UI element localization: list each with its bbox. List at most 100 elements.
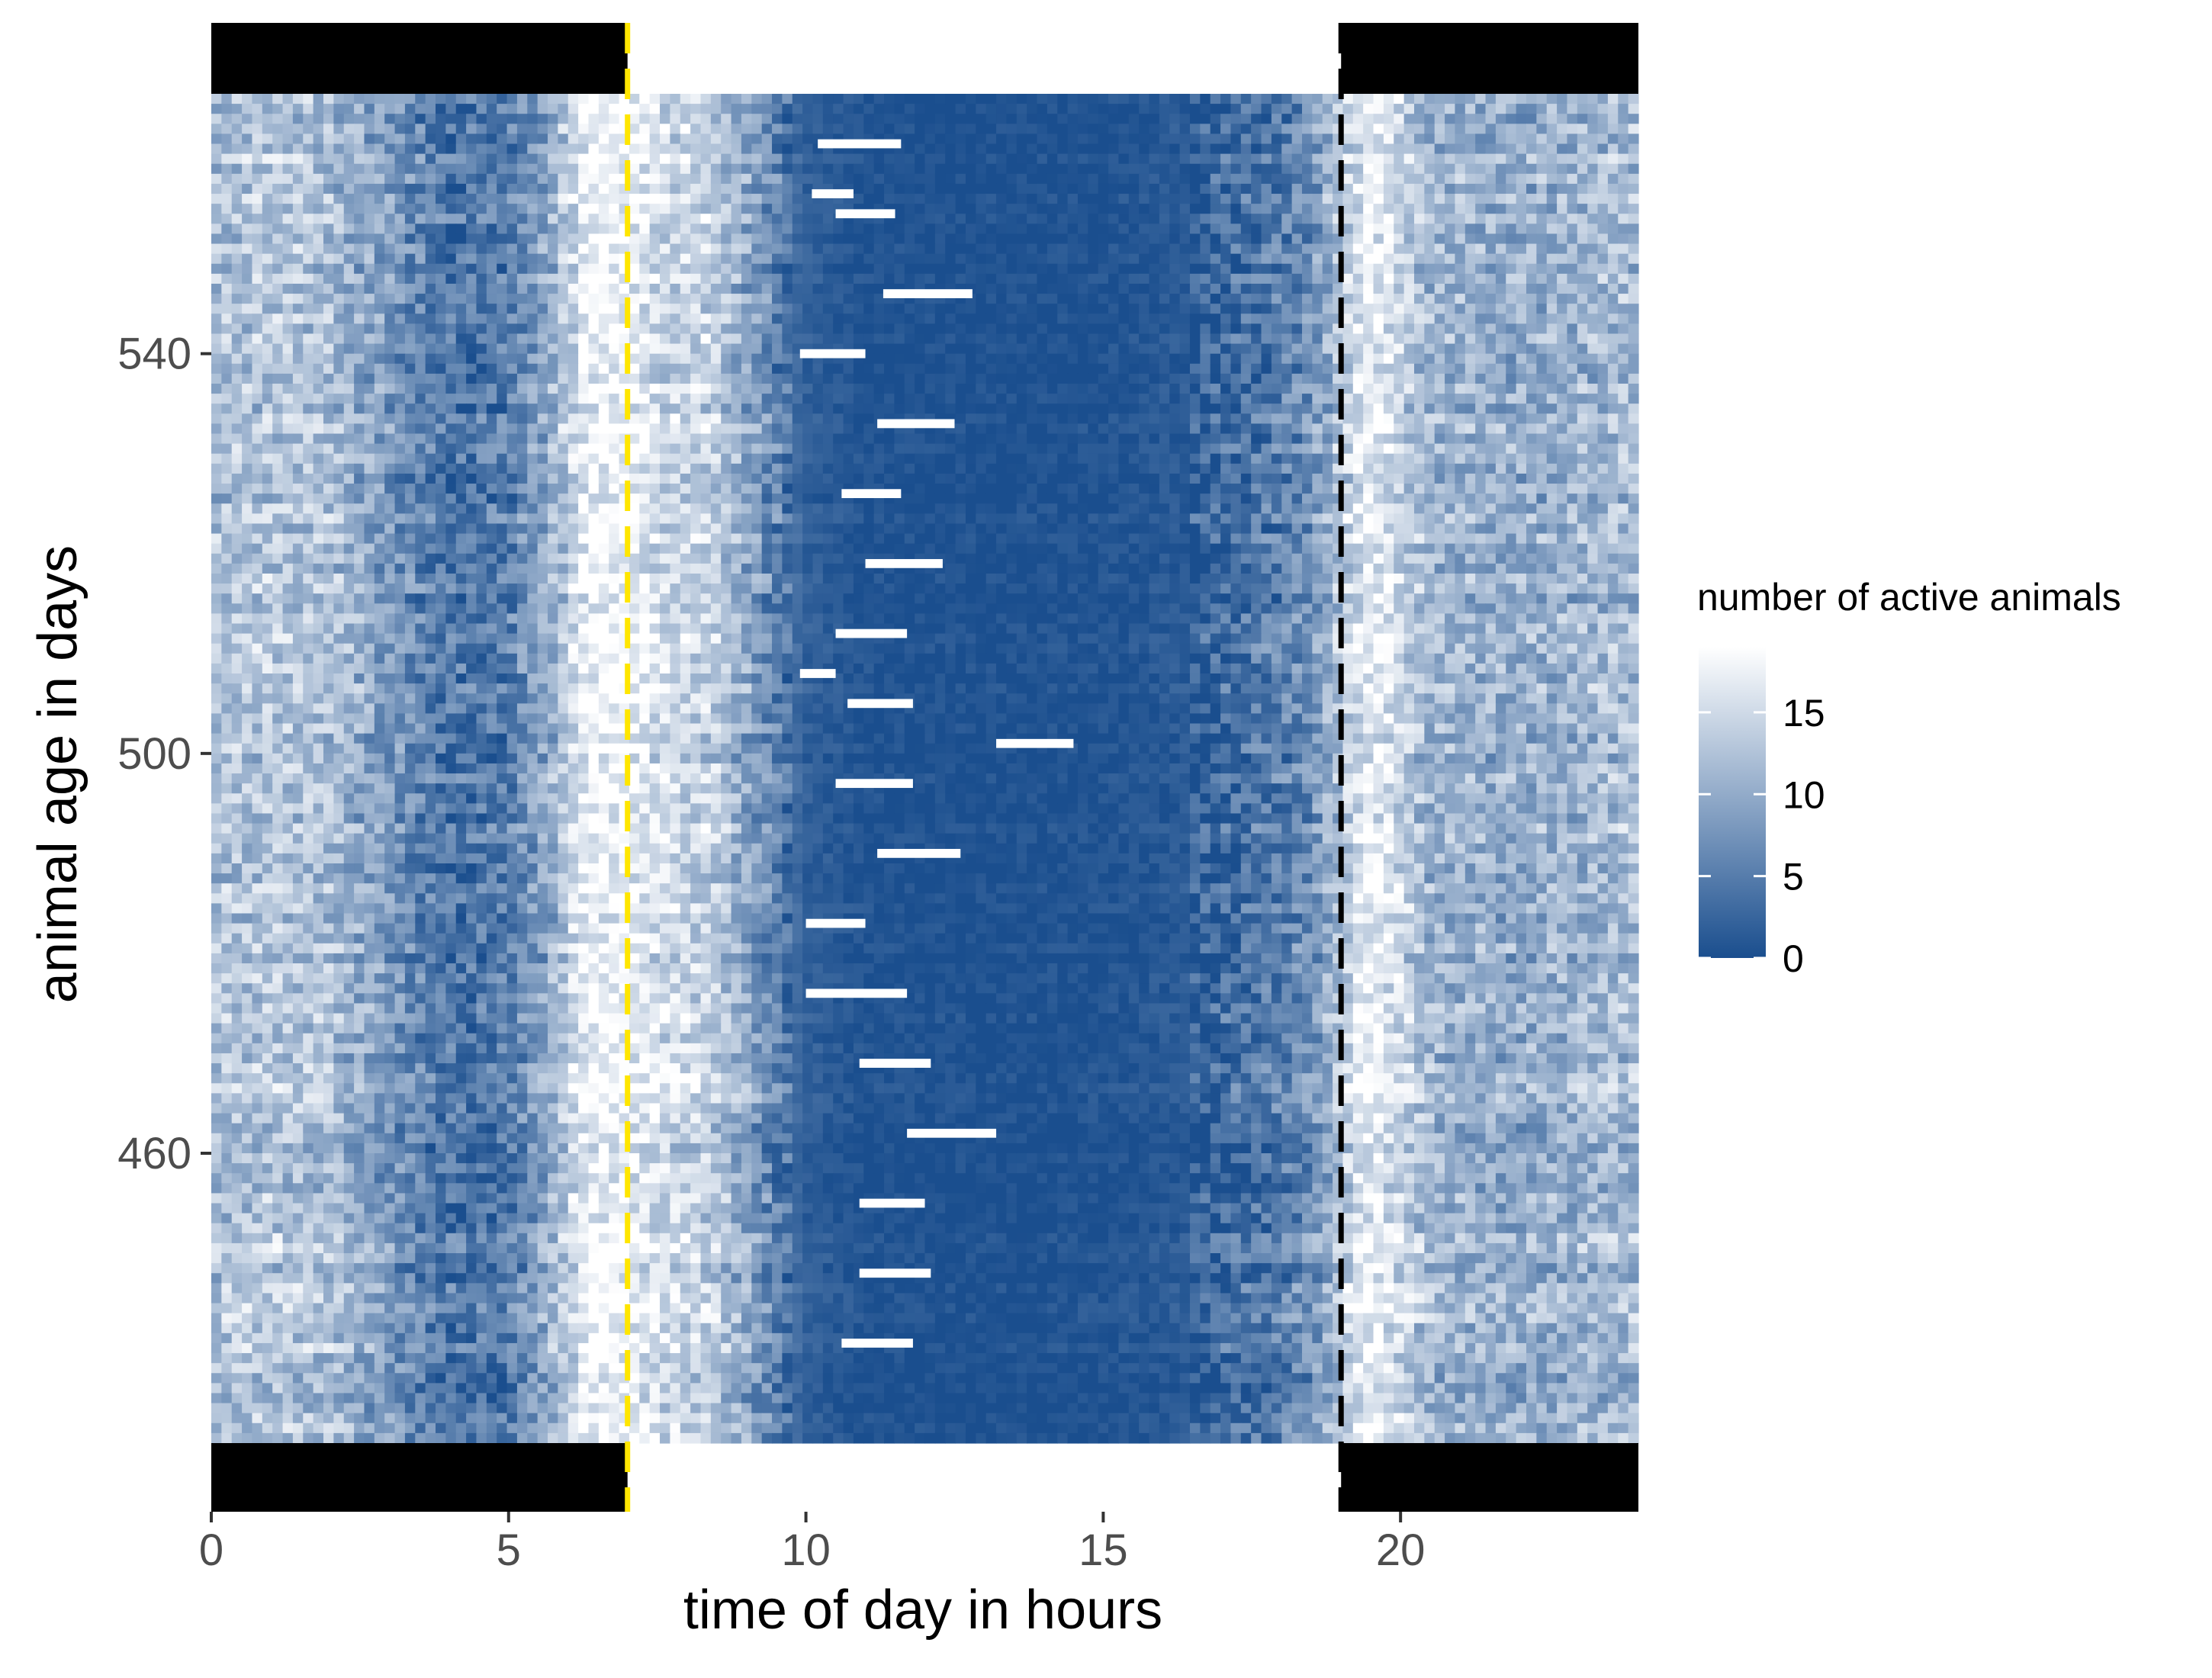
heatmap-cell (966, 144, 976, 155)
heatmap-cell (1230, 323, 1241, 334)
heatmap-cell (1118, 374, 1129, 384)
heatmap-cell (1547, 284, 1558, 294)
heatmap-cell (1414, 223, 1425, 234)
heatmap-cell (466, 214, 477, 224)
heatmap-cell (405, 104, 416, 114)
heatmap-cell (517, 413, 528, 424)
heatmap-cell (996, 344, 1007, 355)
heatmap-cell (884, 104, 895, 114)
heatmap-cell (1200, 214, 1210, 224)
heatmap-cell (303, 344, 313, 355)
heatmap-cell (1475, 333, 1486, 344)
heatmap-cell (476, 154, 487, 165)
heatmap-cell (497, 94, 507, 104)
heatmap-cell (741, 174, 752, 185)
heatmap-cell (364, 374, 375, 384)
heatmap-cell (1536, 374, 1547, 384)
heatmap-cell (670, 154, 680, 165)
heatmap-cell (884, 264, 895, 275)
heatmap-cell (1516, 214, 1527, 224)
heatmap-cell (956, 114, 966, 124)
heatmap-cell (1180, 133, 1191, 144)
heatmap-cell (599, 174, 609, 185)
heatmap-cell (1475, 144, 1486, 155)
heatmap-cell (1292, 154, 1303, 165)
heatmap-cell (527, 144, 538, 155)
heatmap-cell (639, 323, 650, 334)
heatmap-cell (1210, 394, 1221, 404)
heatmap-cell (354, 94, 365, 104)
heatmap-cell (1536, 264, 1547, 275)
heatmap-cell (344, 194, 355, 204)
heatmap-cell (242, 394, 252, 404)
heatmap-cell (925, 223, 936, 234)
heatmap-cell (711, 323, 722, 334)
heatmap-cell (527, 244, 538, 255)
heatmap-cell (599, 374, 609, 384)
heatmap-cell (272, 233, 283, 244)
heatmap-cell (1608, 384, 1619, 394)
heatmap-cell (1302, 274, 1313, 284)
heatmap-cell (1445, 233, 1455, 244)
heatmap-cell (670, 394, 680, 404)
heatmap-cell (700, 384, 711, 394)
heatmap-cell (507, 364, 518, 374)
heatmap-cell (700, 344, 711, 355)
heatmap-cell (874, 403, 885, 414)
heatmap-cell (1567, 413, 1577, 424)
heatmap-cell (945, 233, 956, 244)
heatmap-cell (517, 114, 528, 124)
heatmap-cell (313, 364, 324, 374)
heatmap-cell (1496, 154, 1506, 165)
heatmap-cell (629, 124, 640, 134)
heatmap-cell (1394, 323, 1404, 334)
heatmap-cell (731, 384, 742, 394)
heatmap-cell (629, 304, 640, 314)
heatmap-cell (1169, 444, 1180, 455)
heatmap-cell (395, 384, 406, 394)
heatmap-cell (262, 384, 273, 394)
heatmap-cell (1557, 264, 1567, 275)
heatmap-cell (1037, 413, 1048, 424)
heatmap-cell (650, 214, 661, 224)
heatmap-cell (1394, 254, 1404, 265)
heatmap-cell (1374, 194, 1384, 204)
heatmap-cell (874, 154, 885, 165)
heatmap-cell (1292, 233, 1303, 244)
heatmap-cell (262, 154, 273, 165)
heatmap-cell (731, 184, 742, 194)
heatmap-cell (1486, 114, 1497, 124)
heatmap-cell (415, 364, 426, 374)
heatmap-cell (1017, 144, 1027, 155)
heatmap-cell (303, 154, 313, 165)
heatmap-cell (1516, 223, 1527, 234)
heatmap-cell (1190, 264, 1201, 275)
heatmap-cell (1374, 403, 1384, 414)
heatmap-cell (344, 144, 355, 155)
heatmap-cell (232, 264, 243, 275)
heatmap-cell (762, 144, 773, 155)
heatmap-cell (1312, 403, 1323, 414)
heatmap-cell (966, 233, 976, 244)
heatmap-cell (609, 214, 619, 224)
heatmap-cell (445, 124, 456, 134)
heatmap-cell (1628, 354, 1639, 365)
heatmap-cell (507, 154, 518, 165)
heatmap-cell (1108, 403, 1119, 414)
heatmap-cell (293, 114, 304, 124)
heatmap-cell (986, 274, 997, 284)
heatmap-cell (772, 354, 783, 365)
heatmap-cell (445, 154, 456, 165)
heatmap-cell (1435, 403, 1445, 414)
heatmap-cell (1342, 333, 1353, 344)
heatmap-cell (405, 304, 416, 314)
heatmap-cell (772, 274, 783, 284)
heatmap-cell (1057, 114, 1068, 124)
heatmap-cell (1088, 204, 1098, 214)
heatmap-cell (1057, 394, 1068, 404)
heatmap-cell (609, 114, 619, 124)
heatmap-cell (1506, 174, 1516, 185)
heatmap-cell (1445, 423, 1455, 434)
heatmap-cell (436, 194, 446, 204)
heatmap-cell (1496, 323, 1506, 334)
